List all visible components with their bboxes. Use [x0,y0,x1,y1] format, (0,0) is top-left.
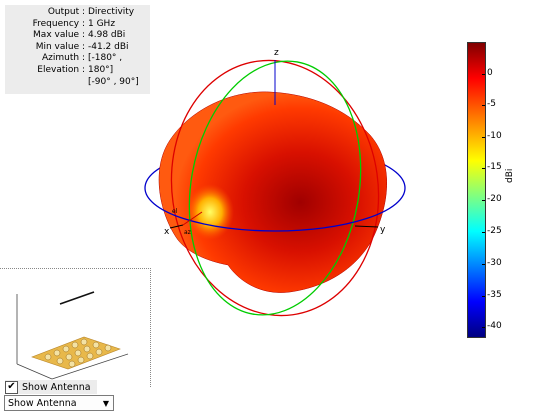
pattern-hotspot [186,184,234,240]
colorbar-tick: -10 [482,131,502,141]
colorbar-tick: -25 [482,226,502,236]
info-row: [-90° , 90°] [88,76,139,87]
show-antenna-checkbox[interactable]: ✔ [5,380,18,394]
show-antenna-label: Show Antenna [22,381,91,393]
colorbar-tick: -30 [482,258,502,268]
chevron-down-icon[interactable]: ▼ [102,399,109,408]
antenna-preview-drawing [16,291,129,380]
pattern-lobe [158,91,387,293]
info-row: Output : Directivity [47,7,135,17]
colorbar-tick: -15 [482,162,502,172]
azimuth-circle-front [144,187,406,232]
x-axis-line [169,224,184,229]
colorbar-tick: 0 [482,68,493,78]
dropdown-value: Show Antenna [8,397,77,409]
z-axis-label: z [274,48,279,58]
info-row: Min value : -41.2 dBi [35,41,129,52]
colorbar [467,42,486,338]
elevation-circle-red [170,59,380,317]
elevation-circle-green [188,60,362,316]
x-axis-label: x [164,227,170,237]
colorbar-tick: -40 [482,321,502,331]
info-row: Elevation :180°] [37,64,114,75]
colorbar-unit: dBi [505,168,515,183]
info-row: Max value :4.98 dBi [33,30,126,41]
show-antenna-checkbox-row[interactable]: ✔ Show Antenna [5,380,97,394]
direction-indicator [182,211,203,226]
y-axis-label: y [380,225,386,235]
el-label: el [172,208,178,215]
antenna-view-dropdown[interactable]: Show Antenna ▼ [4,395,114,411]
info-row: Azimuth : [-180° , [42,53,123,64]
colorbar-tick: -35 [482,290,502,300]
y-axis-line [354,225,379,228]
info-row: Frequency :1 GHz [32,18,116,29]
antenna-preview [0,268,151,387]
colorbar-tick: -20 [482,194,502,204]
az-label: az [184,229,191,236]
info-panel: Output : Directivity Frequency :1 GHz Max… [5,5,150,94]
colorbar-tick: -5 [482,99,496,109]
